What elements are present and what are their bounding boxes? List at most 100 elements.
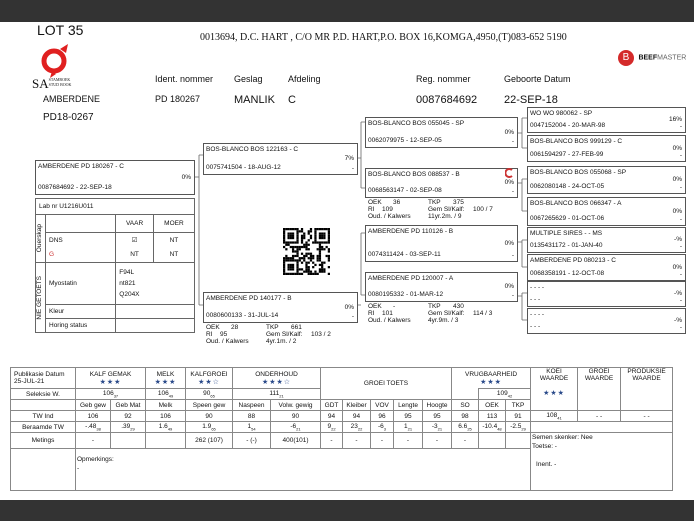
animal-name: AMBERDENE PD 120007 - A <box>368 275 454 282</box>
dash: - <box>511 138 514 145</box>
animal-name: AMBERDENE PD 180267 - C <box>38 163 124 170</box>
pedigree-box-ssd[interactable]: BOS-BLANCO BOS 999129 - C 0061594297 - 27… <box>527 135 686 162</box>
oek-value: - <box>393 303 396 310</box>
column-header: Geb Mat <box>109 399 147 411</box>
column-header: TKP <box>505 399 532 411</box>
tw-value: 96 <box>370 410 395 422</box>
metings-value <box>478 432 507 449</box>
metings-label: Metings <box>10 432 76 449</box>
pedigree-box-dd[interactable]: AMBERDENE PD 120007 - A 0080195332 - 01-M… <box>365 272 518 302</box>
kalfgroei-header: KALFGROEI ★★☆ <box>185 367 234 389</box>
tkp-label: TKP <box>428 199 441 206</box>
seleksie-value: 10942 <box>478 388 532 400</box>
pedigree-box-sds[interactable]: BOS-BLANCO BOS 055068 - SP 0062080148 - 2… <box>527 166 686 194</box>
koei-waarde-header: KOEI WAARDE ★★★ <box>530 367 579 411</box>
metings-value: - <box>370 432 395 449</box>
oek-value: 28 <box>231 324 239 331</box>
beraamde-value: -2.529 <box>505 421 532 433</box>
groei-waarde-value: - - <box>577 410 622 422</box>
pedigree-box-dss[interactable]: MULTIPLE SIRES - - MS 0135431172 - 01-JAN… <box>527 227 686 253</box>
kalf-gemak-header: KALF GEMAK ★★★ <box>74 367 147 389</box>
pedigree-box-subject[interactable]: AMBERDENE PD 180267 - C 0087684692 - 22-S… <box>35 160 195 195</box>
ri-label: RI <box>368 310 375 317</box>
genetic-test-icon <box>505 168 513 178</box>
pedigree-box-sire[interactable]: BOS-BLANCO BOS 122163 - C 0075741504 - 18… <box>203 143 358 175</box>
animal-name: WO WO 980062 - SP <box>530 110 593 117</box>
tkp-label: TKP <box>266 324 279 331</box>
rating-stars: ★★★☆ <box>261 378 292 386</box>
geboorte-value: 22-SEP-18 <box>504 94 558 106</box>
seleksie-value: 9065 <box>185 388 234 400</box>
metings-value: - <box>320 432 344 449</box>
beraamde-value: -321 <box>422 421 453 433</box>
tkp-label: TKP <box>428 303 441 310</box>
column-header: GDT <box>320 399 344 411</box>
registration: 0080600133 - 31-JUL-14 <box>206 312 279 319</box>
pedigree-box-dds[interactable]: - - - - - - - -% - <box>527 281 686 307</box>
animal-name: AMBERDENE PD 080213 - C <box>530 257 616 264</box>
ri-value: 101 <box>382 310 393 317</box>
pedigree-box-sss[interactable]: WO WO 980062 - SP 0047152004 - 20-MAR-98 1… <box>527 107 686 133</box>
pedigree-box-ds[interactable]: AMBERDENE PD 110126 - B 0074311424 - 03-S… <box>365 225 518 262</box>
dash: - <box>511 188 514 195</box>
oud-label: Oud. / Kalwers <box>368 213 411 220</box>
metings-value: - <box>75 432 111 449</box>
column-header: Speen gew <box>185 399 234 411</box>
pedigree-box-dam[interactable]: AMBERDENE PD 140177 - B 0080600133 - 31-J… <box>203 292 358 323</box>
metings-value: 262 (107) <box>185 432 234 449</box>
beraamde-value: 922 <box>320 421 344 433</box>
beraamde-value: -10.448 <box>478 421 507 433</box>
seleksie-label: Seleksie W. <box>10 388 76 400</box>
tw-value: 98 <box>451 410 480 422</box>
semen-info: Semen skenker: Nee Toetse: - Inent. - <box>530 432 674 491</box>
breeder-address: 0013694, D.C. HART , C/O MR P.D. HART,P.… <box>200 32 567 43</box>
beraamde-value: -.4838 <box>75 421 111 433</box>
oud-label: Oud. / Kalwers <box>368 317 411 324</box>
registration: 0061594297 - 27-FEB-99 <box>530 151 604 158</box>
inbreeding-pct: 0% <box>504 283 514 290</box>
tw-value: 88 <box>232 410 272 422</box>
animal-name: MULTIPLE SIRES - - MS <box>530 230 603 237</box>
tw-value: 106 <box>75 410 111 422</box>
column-header: VOV <box>370 399 395 411</box>
pedigree-box-sd[interactable]: BOS-BLANCO BOS 088537 - B 0068563147 - 02… <box>365 168 518 198</box>
beraamde-value: 1.965 <box>185 421 234 433</box>
groei-toets-header: GROEI TOETS <box>320 367 453 400</box>
tw-value: 95 <box>393 410 424 422</box>
tkp-value: 375 <box>453 199 464 206</box>
publication-date: Publikasie Datum 25-JUL-21 <box>10 367 76 389</box>
afdeling-label: Afdeling <box>288 74 321 84</box>
pedigree-box-dsd[interactable]: AMBERDENE PD 080213 - C 0068358191 - 12-O… <box>527 254 686 281</box>
pedigree-box-ddd[interactable]: - - - - - - - -% - <box>527 308 686 334</box>
ouerskap-label: Ouerskap <box>36 224 43 253</box>
registration: 0068358191 - 12-OCT-08 <box>530 270 605 277</box>
metings-value: - <box>393 432 424 449</box>
beraamde-value: 6.625 <box>451 421 480 433</box>
tw-value: 91 <box>505 410 532 422</box>
reg-value: 0087684692 <box>416 94 478 106</box>
pedigree-box-sdd[interactable]: BOS-BLANCO BOS 066347 - A 0067265629 - 01… <box>527 197 686 226</box>
dam-stats: OEK 28 TKP 661 RI 95 Gem Sl/Kalf: 103 / 2 Oud. /… <box>206 324 356 348</box>
registration: 0080195332 - 01-MAR-12 <box>368 291 444 298</box>
ri-value: 109 <box>382 206 393 213</box>
oek-label: OEK <box>368 303 382 310</box>
dash: - <box>511 292 514 299</box>
animal-name: AMBERDENE <box>43 94 101 104</box>
lab-number: Lab nr U1216U011 <box>35 198 195 215</box>
column-header: Naspeen <box>232 399 272 411</box>
animal-name: BOS-BLANCO BOS 999129 - C <box>530 138 623 145</box>
metings-value: - <box>422 432 453 449</box>
animal-name: BOS-BLANCO BOS 122163 - C <box>206 146 299 153</box>
beraamde-value: 1.649 <box>145 421 187 433</box>
ri-value: 95 <box>220 331 228 338</box>
inbreeding-pct: 0% <box>672 144 682 152</box>
animal-name: BOS-BLANCO BOS 055068 - SP <box>530 169 627 176</box>
gem-value: 100 / 7 <box>473 206 493 213</box>
beraamde-value: 2322 <box>342 421 372 433</box>
produksie-waarde-value: - - <box>620 410 674 422</box>
tkp-value: 430 <box>453 303 464 310</box>
registration: 0074311424 - 03-SEP-11 <box>368 251 441 258</box>
column-header: Volw. gewig <box>270 399 322 411</box>
animal-name: - - - - <box>530 311 545 318</box>
pedigree-box-ss[interactable]: BOS-BLANCO BOS 055045 - SP 0062079975 - 1… <box>365 117 518 148</box>
